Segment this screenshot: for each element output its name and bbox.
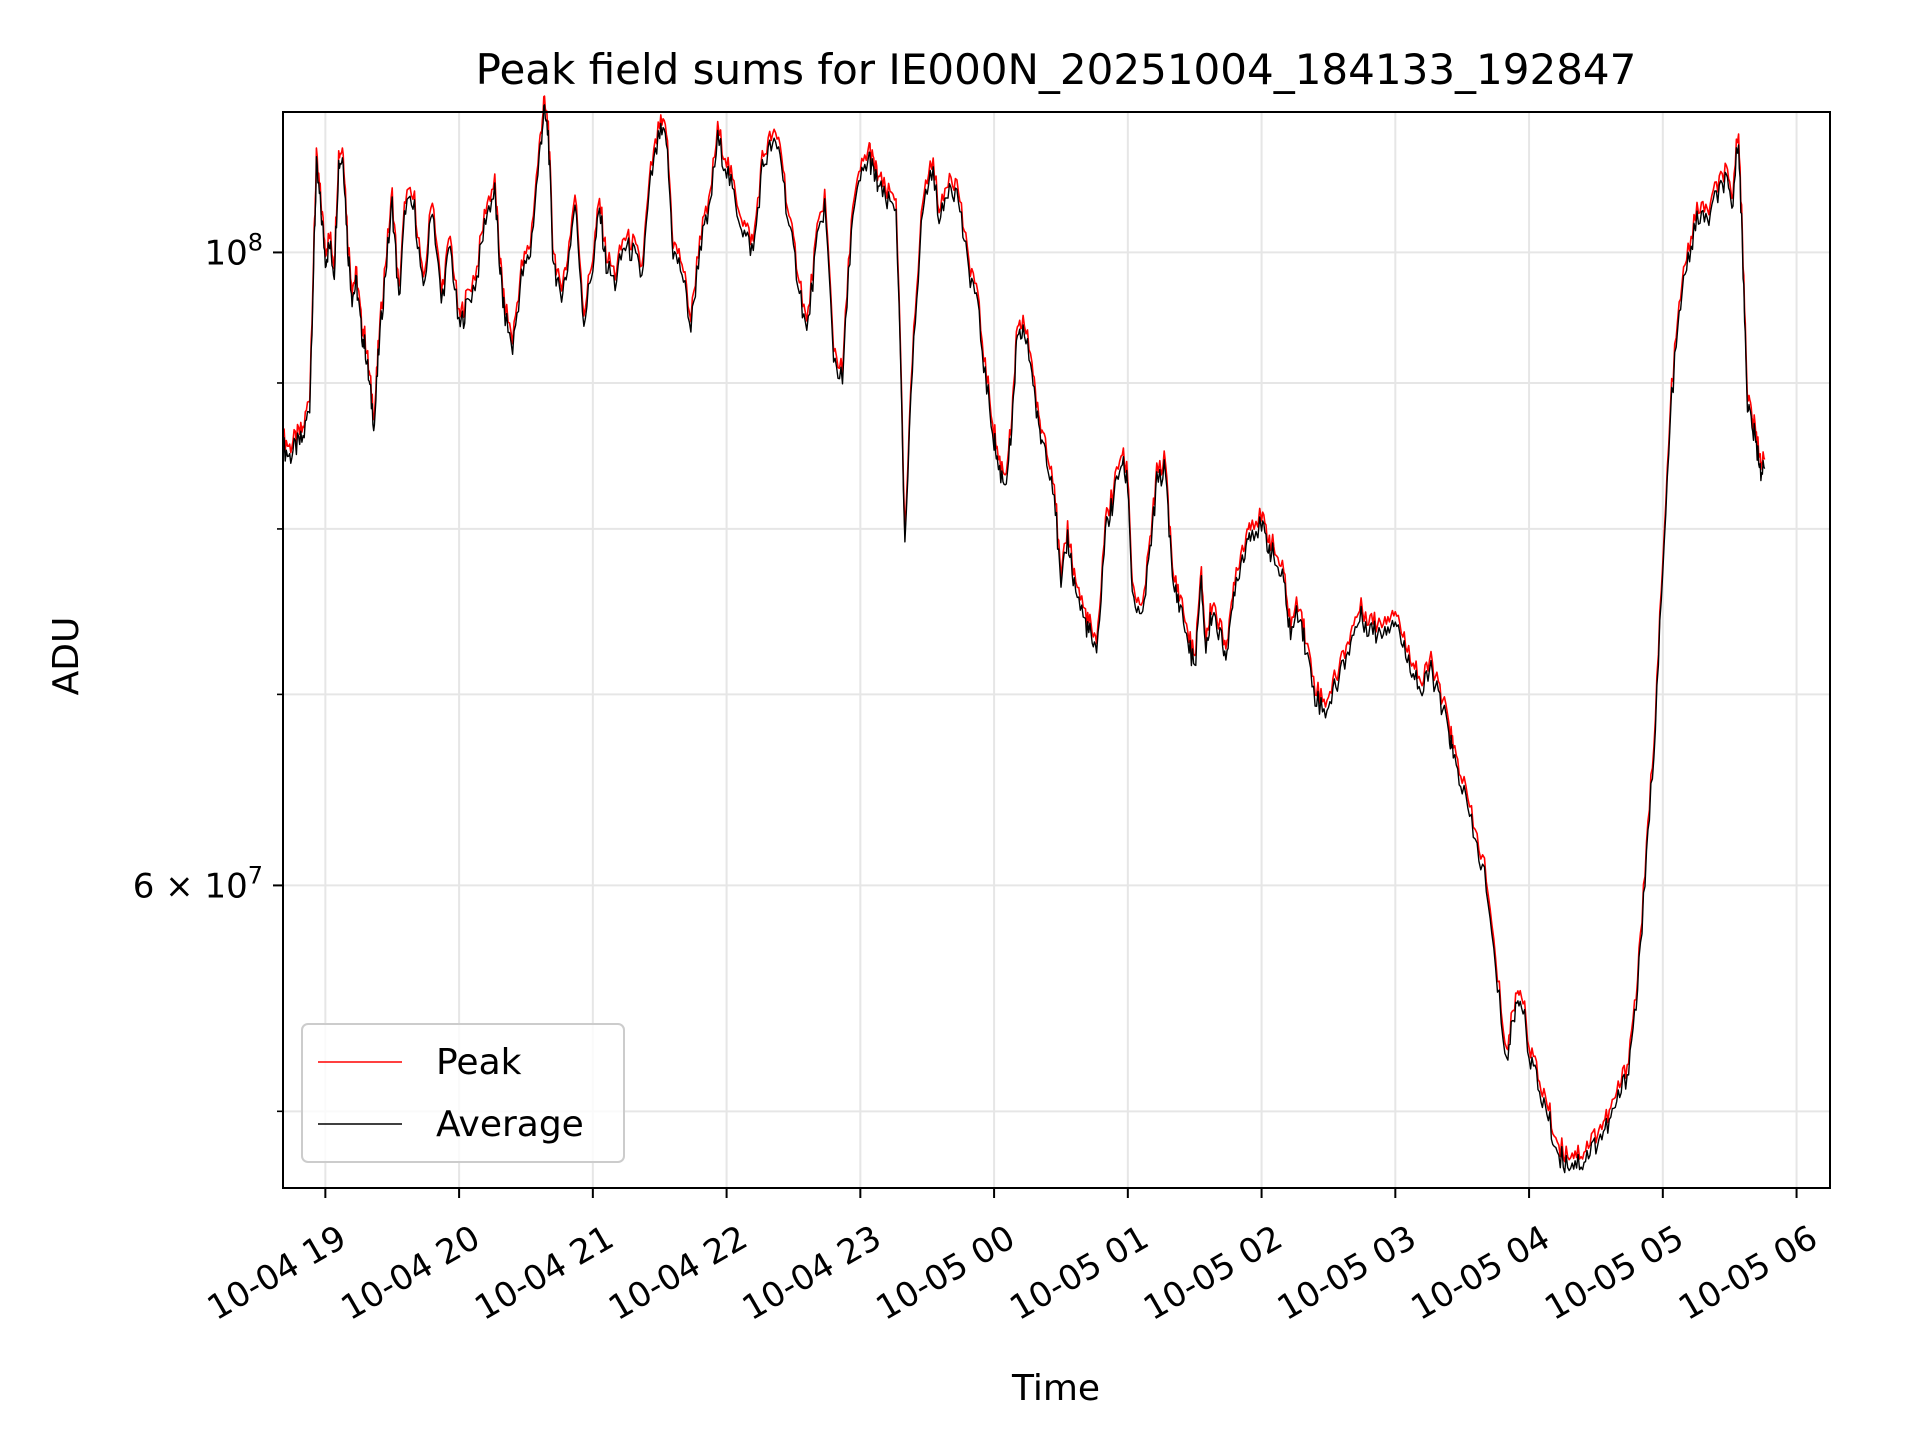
y-axis-ticks: 108 6 × 107 — [133, 228, 283, 1113]
y-tick-label: 6 × 107 — [133, 861, 263, 906]
series-lines — [282, 95, 1766, 1174]
x-tick-label: 10-05 00 — [869, 1218, 1021, 1329]
axes-frame — [282, 111, 1831, 1189]
legend-label: Average — [436, 1104, 584, 1145]
x-axis-label: Time — [1011, 1368, 1100, 1409]
y-axis-label: ADU — [46, 617, 87, 696]
x-tick-label: 10-04 23 — [736, 1218, 888, 1329]
legend-label: Peak — [436, 1042, 522, 1083]
y-tick-label: 108 — [204, 228, 263, 273]
series-line-peak — [282, 95, 1766, 1163]
x-tick-label: 10-04 20 — [335, 1218, 487, 1329]
chart-title: Peak field sums for IE000N_20251004_1841… — [476, 45, 1637, 94]
x-tick-label: 10-04 22 — [602, 1218, 754, 1329]
legend: Peak Average — [301, 1023, 625, 1163]
x-tick-label: 10-05 01 — [1003, 1218, 1155, 1329]
series-line-average — [282, 104, 1766, 1174]
x-tick-label: 10-04 21 — [468, 1218, 620, 1329]
x-tick-label: 10-05 06 — [1672, 1218, 1824, 1329]
x-tick-label: 10-05 03 — [1271, 1218, 1423, 1329]
legend-box — [301, 1023, 625, 1163]
x-tick-label: 10-05 02 — [1137, 1218, 1289, 1329]
x-tick-label: 10-04 19 — [201, 1218, 353, 1329]
x-tick-label: 10-05 04 — [1404, 1218, 1556, 1329]
x-tick-label: 10-05 05 — [1538, 1218, 1690, 1329]
